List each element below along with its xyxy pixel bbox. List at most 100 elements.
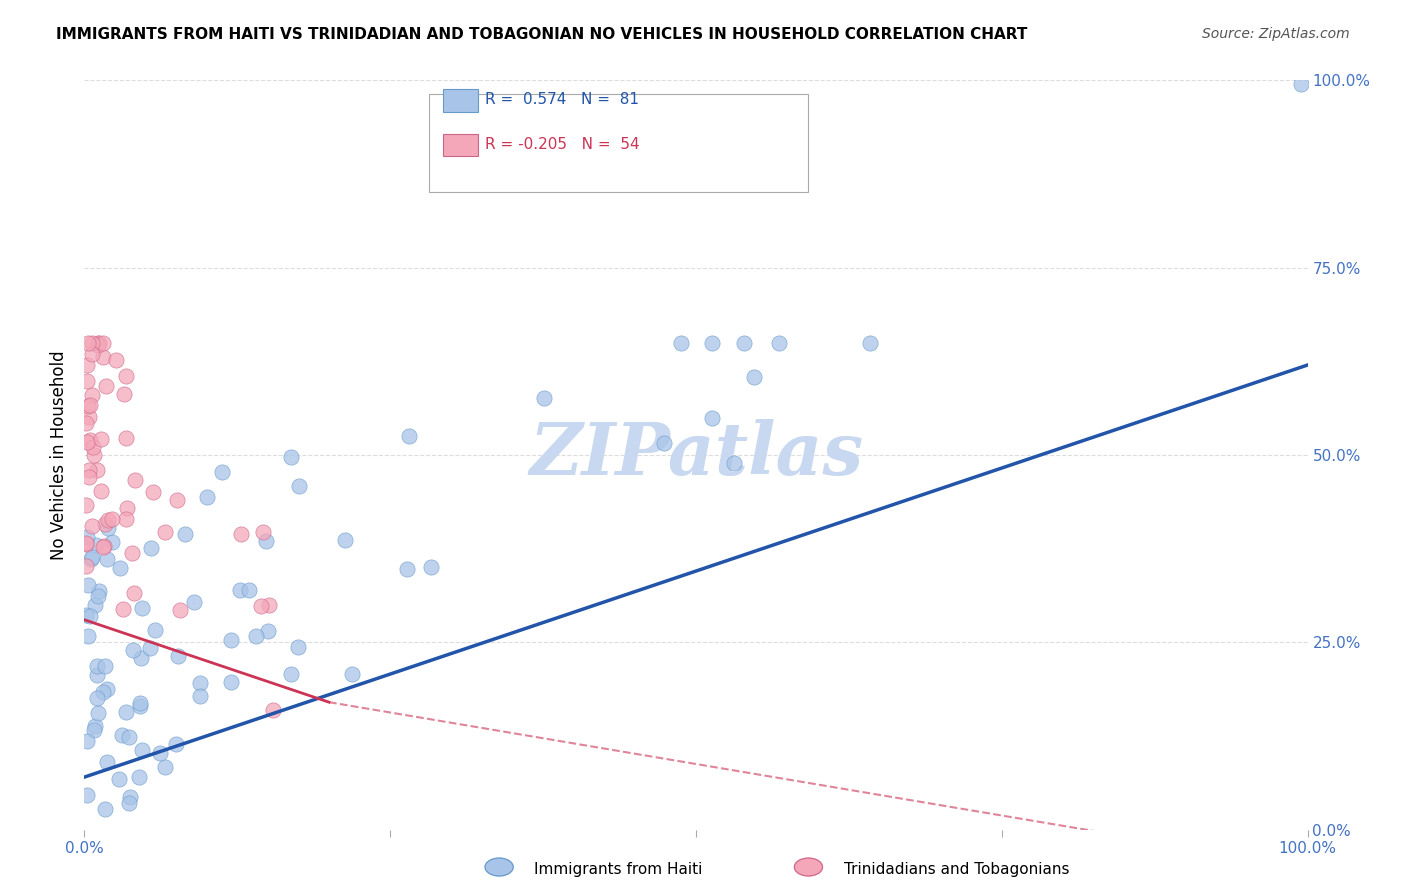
Point: [153, 760, 176, 774]
Point: [124, 473, 146, 487]
Point: [75, 608, 97, 623]
Point: [76, 335, 98, 350]
Point: [77, 463, 100, 477]
Point: [93, 539, 115, 553]
Point: [80, 518, 103, 533]
Point: [104, 352, 127, 367]
Point: [396, 562, 419, 576]
Point: [254, 534, 277, 549]
Point: [79, 551, 101, 566]
Point: [250, 599, 273, 614]
Point: [111, 602, 134, 616]
Point: [723, 456, 745, 470]
Point: [96, 682, 118, 697]
Text: R = -0.205   N =  54: R = -0.205 N = 54: [485, 137, 640, 152]
Point: [91, 335, 114, 350]
Text: ZIPatlas: ZIPatlas: [529, 419, 863, 491]
Point: [76, 530, 98, 544]
Point: [700, 335, 723, 350]
Point: [101, 512, 124, 526]
Point: [77, 399, 100, 413]
Point: [129, 696, 152, 710]
Point: [262, 702, 284, 716]
Point: [257, 624, 280, 638]
Point: [733, 335, 755, 350]
Point: [94, 516, 117, 531]
Point: [97, 521, 120, 535]
Point: [165, 737, 187, 751]
Point: [87, 583, 110, 598]
Point: [90, 432, 112, 446]
Text: R =  0.574   N =  81: R = 0.574 N = 81: [485, 93, 640, 107]
Point: [115, 512, 138, 526]
Point: [86, 335, 108, 350]
Point: [75, 558, 97, 573]
Point: [86, 690, 108, 705]
Point: [87, 338, 110, 352]
Point: [115, 501, 138, 516]
Point: [238, 582, 260, 597]
Point: [83, 448, 105, 462]
Point: [83, 719, 105, 733]
Point: [169, 603, 191, 617]
Point: [82, 440, 104, 454]
Point: [75, 536, 97, 550]
Point: [94, 802, 117, 816]
Text: Trinidadians and Tobagonians: Trinidadians and Tobagonians: [844, 863, 1069, 877]
Point: [128, 770, 150, 784]
Point: [115, 705, 138, 719]
Text: Immigrants from Haiti: Immigrants from Haiti: [534, 863, 703, 877]
Point: [419, 559, 441, 574]
Point: [96, 552, 118, 566]
Point: [83, 723, 105, 738]
Point: [166, 492, 188, 507]
Point: [82, 346, 104, 360]
Point: [768, 335, 790, 350]
Point: [229, 526, 252, 541]
Point: [118, 796, 141, 810]
Point: [93, 351, 115, 365]
Point: [129, 650, 152, 665]
Point: [252, 525, 274, 540]
Point: [121, 546, 143, 560]
Point: [143, 623, 166, 637]
Point: [183, 595, 205, 609]
Text: Source: ZipAtlas.com: Source: ZipAtlas.com: [1202, 27, 1350, 41]
Point: [195, 490, 218, 504]
Point: [859, 335, 882, 350]
Point: [91, 540, 114, 554]
Point: [333, 533, 356, 547]
Point: [86, 706, 108, 721]
Point: [89, 335, 111, 350]
Point: [124, 586, 146, 600]
Point: [153, 525, 176, 540]
Point: [110, 728, 132, 742]
Point: [340, 666, 363, 681]
Point: [219, 633, 242, 648]
Point: [83, 599, 105, 613]
Point: [82, 549, 104, 564]
Point: [229, 582, 252, 597]
Point: [742, 370, 765, 384]
Point: [211, 466, 233, 480]
Point: [115, 369, 138, 384]
Point: [138, 640, 160, 655]
Point: [80, 335, 103, 350]
Point: [1291, 77, 1313, 91]
Point: [84, 538, 107, 552]
Point: [90, 484, 112, 499]
Point: [86, 659, 108, 673]
Point: [533, 392, 555, 406]
Point: [76, 734, 98, 748]
Point: [398, 429, 420, 443]
Point: [287, 640, 309, 655]
Point: [86, 463, 108, 477]
Point: [75, 537, 97, 551]
Point: [101, 535, 124, 549]
Point: [652, 436, 675, 450]
Point: [131, 600, 153, 615]
Point: [280, 450, 302, 464]
Point: [77, 630, 100, 644]
Point: [287, 478, 309, 492]
Point: [76, 434, 98, 449]
